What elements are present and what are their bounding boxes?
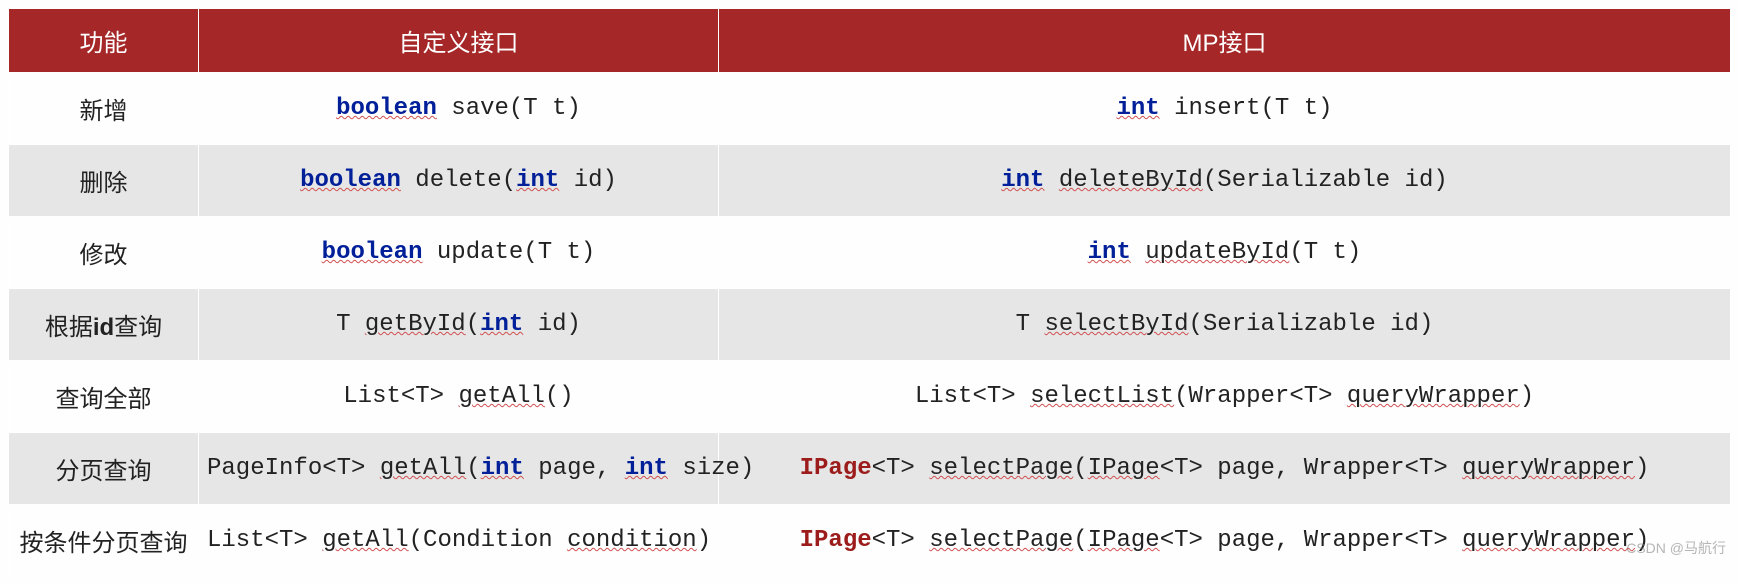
func-label: 查询全部 [9,361,199,433]
table-row: 修改 boolean update(T t) int updateById(T … [9,217,1731,289]
mp-api-cell: List<T> selectList(Wrapper<T> queryWrapp… [719,361,1731,433]
mp-api-cell: int insert(T t) [719,73,1731,145]
func-label: 新增 [9,73,199,145]
col-header-function: 功能 [9,9,199,73]
custom-api-cell: boolean update(T t) [199,217,719,289]
watermark-text: CSDN @马航行 [1626,538,1726,558]
table-row: 按条件分页查询 List<T> getAll(Condition conditi… [9,505,1731,577]
table-header-row: 功能 自定义接口 MP接口 [9,9,1731,73]
func-label: 删除 [9,145,199,217]
func-label: 分页查询 [9,433,199,505]
api-comparison-table: 功能 自定义接口 MP接口 新增 boolean save(T t) int i… [8,8,1731,577]
mp-api-cell: int updateById(T t) [719,217,1731,289]
mp-api-cell: IPage<T> selectPage(IPage<T> page, Wrapp… [719,433,1731,505]
custom-api-cell: T getById(int id) [199,289,719,361]
mp-api-cell: IPage<T> selectPage(IPage<T> page, Wrapp… [719,505,1731,577]
table-row: 新增 boolean save(T t) int insert(T t) [9,73,1731,145]
table-row: 查询全部 List<T> getAll() List<T> selectList… [9,361,1731,433]
table-row: 删除 boolean delete(int id) int deleteById… [9,145,1731,217]
mp-api-cell: int deleteById(Serializable id) [719,145,1731,217]
table-row: 分页查询 PageInfo<T> getAll(int page, int si… [9,433,1731,505]
custom-api-cell: boolean save(T t) [199,73,719,145]
func-label: 根据id查询 [9,289,199,361]
col-header-mp: MP接口 [719,9,1731,73]
mp-api-cell: T selectById(Serializable id) [719,289,1731,361]
func-label: 修改 [9,217,199,289]
table-row: 根据id查询 T getById(int id) T selectById(Se… [9,289,1731,361]
custom-api-cell: boolean delete(int id) [199,145,719,217]
func-label: 按条件分页查询 [9,505,199,577]
custom-api-cell: List<T> getAll() [199,361,719,433]
col-header-custom: 自定义接口 [199,9,719,73]
custom-api-cell: PageInfo<T> getAll(int page, int size) [199,433,719,505]
custom-api-cell: List<T> getAll(Condition condition) [199,505,719,577]
